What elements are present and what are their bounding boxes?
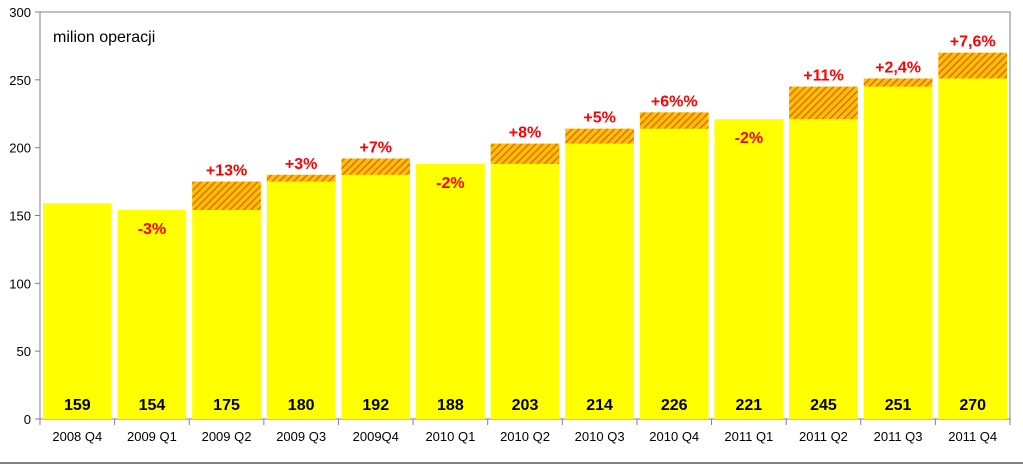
increase-segment <box>789 86 858 120</box>
bar <box>266 174 336 419</box>
increase-segment <box>192 181 261 211</box>
x-tick-label: 2010 Q3 <box>575 429 625 444</box>
bar <box>416 163 485 419</box>
value-label: 214 <box>586 397 613 414</box>
increase-segment <box>341 158 411 175</box>
change-label: -2% <box>436 175 464 192</box>
value-label: 221 <box>735 397 762 414</box>
value-label: 175 <box>213 397 240 414</box>
value-label: 192 <box>362 397 389 414</box>
x-tick-label: 2011 Q1 <box>724 429 773 444</box>
increase-segment <box>938 52 1007 79</box>
x-tick-label: 2009 Q1 <box>127 429 177 444</box>
bar <box>341 158 411 419</box>
y-tick-label: 300 <box>9 5 31 20</box>
x-tick-label: 2010 Q4 <box>649 429 699 444</box>
bar <box>863 78 933 419</box>
unit-label: milion operacji <box>53 29 156 46</box>
y-tick-label: 200 <box>9 141 31 156</box>
bar <box>714 119 784 419</box>
increase-segment <box>863 78 933 87</box>
x-tick-label: 2008 Q4 <box>52 429 102 444</box>
value-label: 245 <box>810 397 837 414</box>
x-tick-label: 2010 Q2 <box>500 429 550 444</box>
value-label: 270 <box>959 397 986 414</box>
x-tick-label: 2009Q4 <box>353 429 399 444</box>
bar <box>938 52 1007 419</box>
increase-segment <box>639 112 709 129</box>
bar <box>490 143 560 419</box>
value-label: 188 <box>437 397 464 414</box>
change-label: +7,6% <box>950 34 996 51</box>
y-tick-label: 50 <box>17 344 31 359</box>
change-label: +13% <box>206 163 247 180</box>
x-tick-label: 2011 Q3 <box>874 429 923 444</box>
change-label: +11% <box>803 68 843 85</box>
value-label: 180 <box>288 397 315 414</box>
change-label: +8% <box>509 125 541 142</box>
change-label: +3% <box>285 156 317 173</box>
bar <box>117 210 187 419</box>
bar <box>639 112 709 419</box>
x-tick-label: 2009 Q2 <box>202 429 252 444</box>
value-label: 203 <box>512 397 539 414</box>
increase-segment <box>266 174 336 182</box>
x-tick-label: 2011 Q2 <box>799 429 848 444</box>
value-label: 159 <box>64 397 91 414</box>
change-label: -3% <box>138 221 166 238</box>
value-label: 154 <box>139 397 166 414</box>
x-tick-label: 2011 Q4 <box>948 429 997 444</box>
y-tick-label: 0 <box>24 412 31 427</box>
change-label: -2% <box>735 130 763 147</box>
change-label: +5% <box>583 110 615 127</box>
x-tick-label: 2009 Q3 <box>276 429 326 444</box>
change-label: +6%% <box>651 93 698 110</box>
y-tick-label: 100 <box>9 276 31 291</box>
bar <box>192 181 261 419</box>
value-label: 226 <box>661 397 688 414</box>
bar <box>789 86 858 419</box>
change-label: +2,4% <box>875 59 921 76</box>
bar <box>565 128 634 419</box>
change-label: +7% <box>360 140 392 157</box>
y-tick-label: 150 <box>9 209 31 224</box>
bar <box>43 203 112 419</box>
value-label: 251 <box>885 397 912 414</box>
x-tick-label: 2010 Q1 <box>425 429 475 444</box>
increase-segment <box>490 143 560 164</box>
y-tick-label: 250 <box>9 73 31 88</box>
increase-segment <box>565 128 634 144</box>
